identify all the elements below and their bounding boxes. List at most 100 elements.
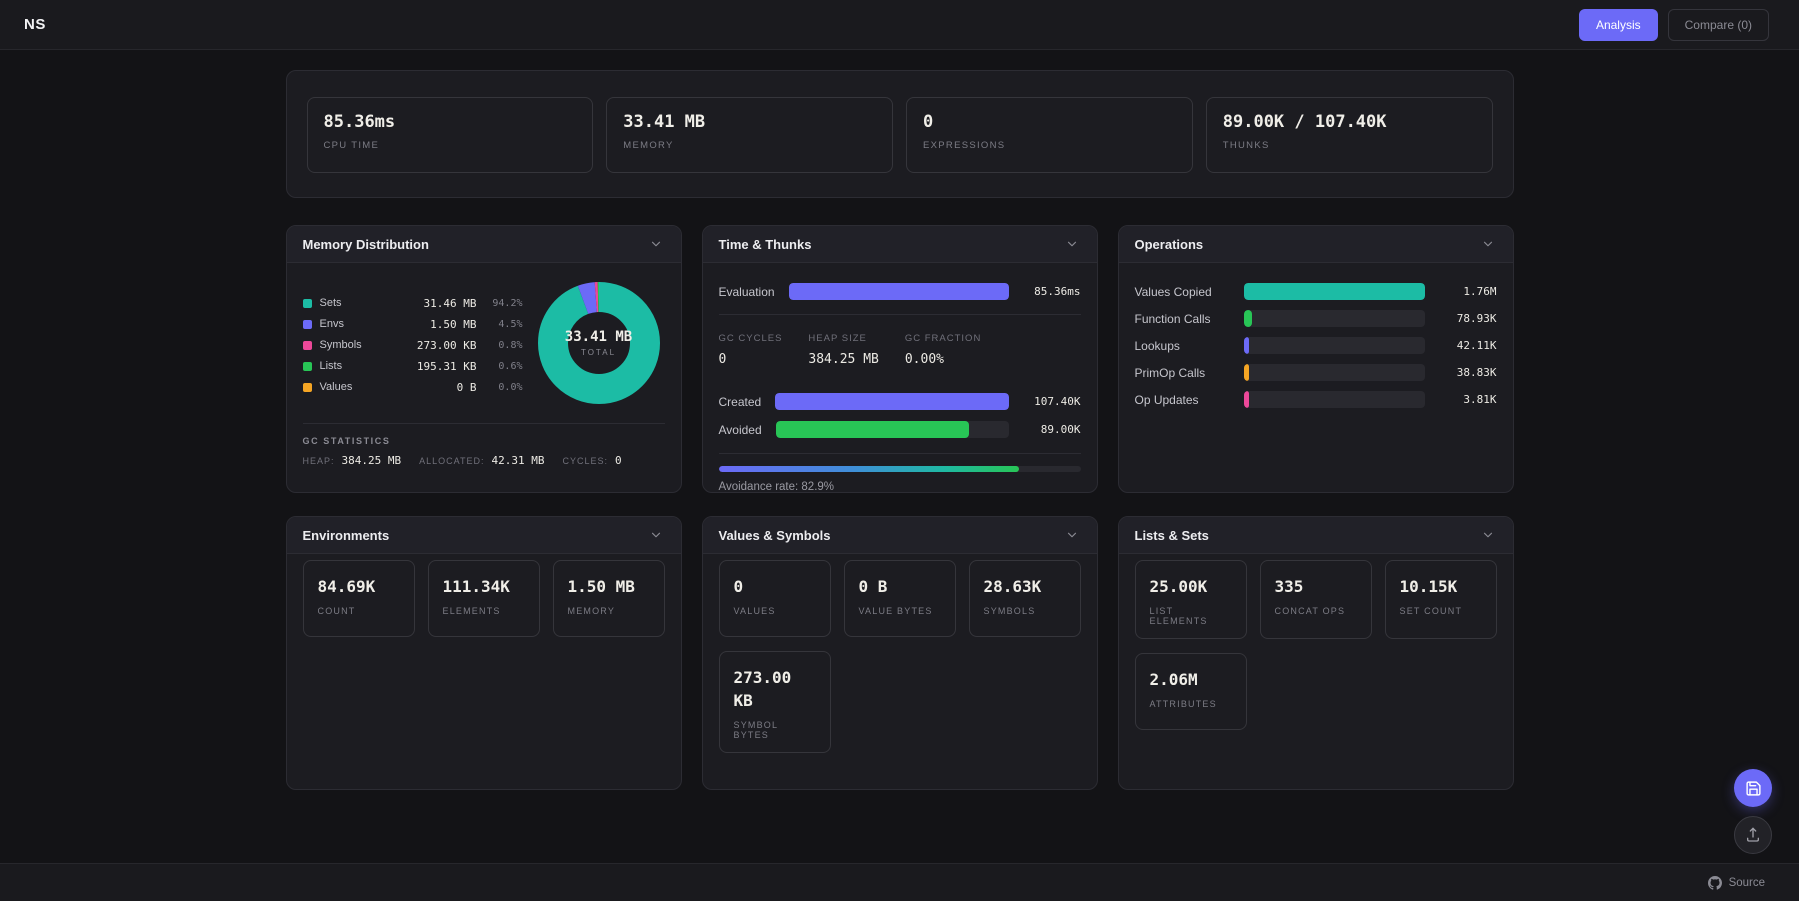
legend-label: Lists bbox=[319, 360, 343, 372]
avoided-bar-fill bbox=[775, 421, 969, 438]
memory-label: MEMORY bbox=[623, 140, 674, 151]
symbols-tile: 28.63K SYMBOLS bbox=[968, 560, 1081, 637]
tile-value: 25.00K bbox=[1149, 577, 1208, 596]
environments-collapse-button[interactable] bbox=[647, 526, 665, 544]
topbar-actions: Analysis Compare (0) bbox=[1578, 8, 1769, 41]
gc-heap-value: 384.25 MB bbox=[341, 454, 402, 467]
legend-percent: 4.5% bbox=[498, 318, 523, 330]
legend-swatch-symbols bbox=[302, 340, 312, 350]
lists-sets-collapse-button[interactable] bbox=[1479, 526, 1497, 544]
values-copied-bar-row: Values Copied 1.76M bbox=[1135, 283, 1497, 300]
env-count-tile: 84.69K COUNT bbox=[302, 560, 415, 637]
legend-swatch-values bbox=[302, 382, 312, 392]
stat-value: 0 bbox=[718, 352, 727, 367]
legend-percent: 0.6% bbox=[498, 360, 523, 372]
legend-percent: 94.2% bbox=[492, 297, 523, 309]
bar-track bbox=[1243, 337, 1425, 354]
save-button[interactable] bbox=[1734, 769, 1772, 807]
expressions-value: 0 bbox=[923, 112, 934, 132]
env-memory-tile: 1.50 MB MEMORY bbox=[552, 560, 665, 637]
created-bar-row: Created 107.40K bbox=[719, 393, 1081, 410]
lookups-bar-row: Lookups 42.11K bbox=[1135, 337, 1497, 354]
bar-fill bbox=[1243, 337, 1249, 354]
legend-row-lists: Lists 195.31 KB 0.6% bbox=[302, 360, 523, 373]
bar-fill bbox=[1243, 310, 1252, 327]
gc-allocated-value: 42.31 MB bbox=[491, 454, 545, 467]
stat-label: GC CYCLES bbox=[718, 333, 783, 344]
stat-label: HEAP SIZE bbox=[808, 333, 867, 344]
compare-button[interactable]: Compare (0) bbox=[1667, 8, 1769, 41]
tile-label: LIST ELEMENTS bbox=[1149, 606, 1208, 627]
legend-label: Sets bbox=[319, 297, 342, 309]
operations-body: Values Copied 1.76M Function Calls 78.93… bbox=[1119, 263, 1513, 492]
bar-label: Values Copied bbox=[1134, 284, 1212, 299]
divider bbox=[302, 423, 665, 424]
tile-value: 2.06M bbox=[1149, 670, 1198, 690]
thunks-label: THUNKS bbox=[1222, 140, 1270, 151]
operations-header: Operations bbox=[1118, 226, 1513, 263]
memory-distribution-collapse-button[interactable] bbox=[647, 235, 665, 253]
chevron-down-icon bbox=[651, 532, 660, 538]
values-tile: 0 VALUES bbox=[718, 560, 831, 637]
tile-value: 273.00 KB bbox=[733, 668, 792, 711]
set-count-tile: 10.15K SET COUNT bbox=[1384, 560, 1497, 640]
bar-fill bbox=[1243, 283, 1425, 300]
operations-title: Operations bbox=[1134, 236, 1204, 252]
attributes-tile: 2.06M ATTRIBUTES bbox=[1134, 653, 1247, 731]
avoided-label: Avoided bbox=[718, 422, 762, 437]
legend-label: Symbols bbox=[319, 339, 362, 351]
gc-statistics-row: HEAP: 384.25 MB ALLOCATED: 42.31 MB CYCLES… bbox=[303, 454, 665, 467]
tile-value: 111.34K bbox=[442, 577, 510, 596]
chevron-down-icon bbox=[1483, 241, 1492, 247]
stat-value: 384.25 MB bbox=[808, 352, 879, 367]
tile-label: SET COUNT bbox=[1399, 606, 1463, 617]
legend-row-sets: Sets 31.46 MB 94.2% bbox=[302, 296, 523, 310]
tile-value: 0 B bbox=[858, 577, 888, 596]
legend-value: 31.46 MB bbox=[423, 296, 477, 310]
tile-label: VALUE BYTES bbox=[858, 606, 933, 617]
created-value: 107.40K bbox=[1034, 395, 1081, 408]
legend-row-symbols: Symbols 273.00 KB 0.8% bbox=[302, 339, 523, 352]
tile-value: 28.63K bbox=[983, 577, 1042, 596]
memory-distribution-body: Sets 31.46 MB 94.2% Envs 1.50 MB 4.5% bbox=[287, 263, 681, 492]
legend-value: 1.50 MB bbox=[430, 317, 477, 331]
source-link[interactable]: Source bbox=[1707, 875, 1765, 890]
memory-value: 33.41 MB bbox=[623, 112, 706, 132]
values-symbols-card: Values & Symbols 0 VALUES 0 B VALUE BYTE… bbox=[701, 516, 1098, 790]
values-symbols-title: Values & Symbols bbox=[718, 527, 831, 543]
tile-value: 10.15K bbox=[1399, 577, 1458, 596]
avoided-bar-track bbox=[775, 421, 1009, 438]
stat-label: GC FRACTION bbox=[904, 333, 982, 344]
donut-total-value: 33.41 MB bbox=[564, 329, 633, 345]
operations-collapse-button[interactable] bbox=[1479, 235, 1497, 253]
share-button[interactable] bbox=[1734, 816, 1772, 854]
evaluation-value: 85.36ms bbox=[1034, 285, 1081, 298]
main-content: 85.36ms CPU TIME 33.41 MB MEMORY 0 EXPRE… bbox=[0, 50, 1799, 790]
bar-track bbox=[1243, 391, 1425, 408]
created-bar-fill bbox=[775, 393, 1009, 410]
symbol-bytes-tile: 273.00 KB SYMBOL BYTES bbox=[718, 651, 831, 754]
legend-percent: 0.0% bbox=[498, 381, 523, 393]
time-thunks-collapse-button[interactable] bbox=[1063, 235, 1081, 253]
legend-row-envs: Envs 1.50 MB 4.5% bbox=[302, 317, 523, 331]
values-symbols-collapse-button[interactable] bbox=[1063, 526, 1081, 544]
bar-label: Function Calls bbox=[1134, 311, 1211, 326]
chevron-down-icon bbox=[651, 241, 660, 247]
expressions-label: EXPRESSIONS bbox=[923, 140, 1006, 151]
lists-sets-title: Lists & Sets bbox=[1134, 527, 1209, 543]
avoidance-rate-fill bbox=[718, 466, 1019, 472]
tile-label: ATTRIBUTES bbox=[1149, 699, 1217, 710]
bar-label: Lookups bbox=[1134, 338, 1180, 353]
environments-card: Environments 84.69K COUNT 111.34K ELEMEN… bbox=[285, 516, 682, 790]
bar-value: 42.11K bbox=[1456, 339, 1497, 352]
environments-body: 84.69K COUNT 111.34K ELEMENTS 1.50 MB ME… bbox=[287, 554, 681, 789]
gc-cycles-value: 0 bbox=[614, 454, 622, 467]
analysis-button[interactable]: Analysis bbox=[1578, 8, 1658, 41]
legend-swatch-sets bbox=[302, 298, 312, 308]
bar-track bbox=[1243, 364, 1425, 381]
memory-distribution-header: Memory Distribution bbox=[286, 226, 681, 263]
concat-ops-tile: 335 CONCAT OPS bbox=[1259, 560, 1372, 640]
stat-value: 0.00% bbox=[904, 352, 944, 367]
divider bbox=[718, 453, 1081, 454]
